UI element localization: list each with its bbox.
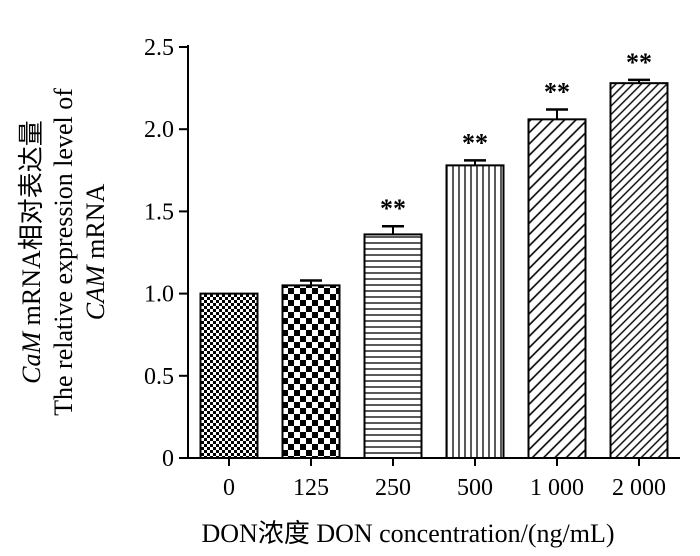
y-axis-title-line1-italic: CaM: [17, 330, 46, 383]
significance-label-5: **: [626, 48, 652, 77]
bar-5: [609, 82, 669, 459]
y-tick-label-5: 2.5: [144, 35, 174, 61]
x-tick-label-1: 125: [293, 475, 329, 501]
y-tick-label-2: 1.0: [144, 282, 174, 308]
bar-0: [199, 292, 259, 459]
y-axis-title-line3: CAM mRNA: [81, 184, 110, 321]
bar-3: [445, 164, 505, 459]
bar-2: [363, 233, 423, 459]
y-axis-title: CaM mRNA相对表达量 The relative expression le…: [17, 88, 110, 416]
x-tick-label-4: 1 000: [530, 475, 584, 501]
x-axis-title: DON浓度 DON concentration/(ng/mL): [201, 519, 614, 548]
bar-4: [527, 118, 587, 459]
y-tick-label-1: 0.5: [144, 364, 174, 390]
x-tick-label-0: 0: [223, 475, 235, 501]
significance-label-4: **: [544, 77, 570, 106]
y-axis-title-line3-rest: mRNA: [81, 184, 110, 266]
y-axis-title-line1-rest: mRNA相对表达量: [17, 120, 46, 332]
y-axis-title-line1: CaM mRNA相对表达量: [17, 120, 46, 384]
bars: ** ** ** **: [199, 48, 669, 459]
x-tick-label-2: 250: [375, 475, 411, 501]
x-axis-ticks: 0 125 250 500 1 000 2 000: [223, 458, 666, 501]
bar-1: [281, 284, 341, 459]
y-tick-label-3: 1.5: [144, 199, 174, 225]
x-tick-label-5: 2 000: [612, 475, 666, 501]
y-axis-ticks: 0 0.5 1.0 1.5 2.0 2.5: [144, 35, 188, 472]
x-tick-label-3: 500: [457, 475, 493, 501]
significance-label-3: **: [462, 128, 488, 157]
y-tick-label-0: 0: [162, 446, 174, 472]
y-tick-label-4: 2.0: [144, 117, 174, 143]
significance-label-2: **: [380, 194, 406, 223]
y-axis-title-line2: The relative expression level of: [49, 88, 78, 416]
y-axis-title-line3-italic: CAM: [81, 264, 110, 320]
